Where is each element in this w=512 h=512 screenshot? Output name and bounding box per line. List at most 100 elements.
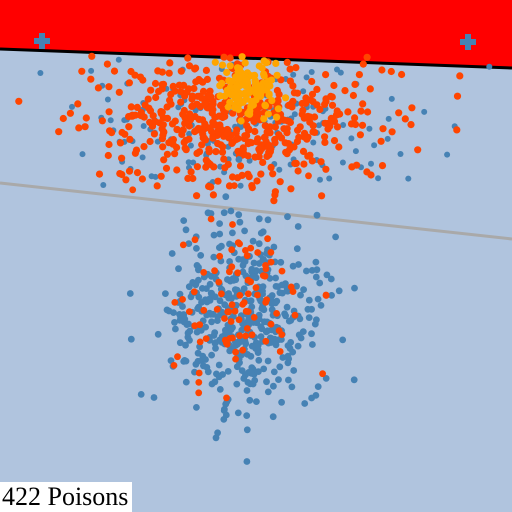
poison-particle <box>407 121 415 129</box>
poison-particle <box>254 291 261 299</box>
poison-particle <box>185 62 194 70</box>
poison-particle <box>363 53 371 61</box>
poison-particle <box>262 337 270 345</box>
poison-particle <box>255 145 263 153</box>
food-particle <box>269 413 277 421</box>
poison-particle <box>292 64 300 72</box>
poison-particle <box>126 135 134 143</box>
poison-particle <box>263 152 271 160</box>
poison-particle <box>221 164 229 172</box>
poison-particle <box>220 155 228 163</box>
food-particle <box>170 309 177 316</box>
food-particle <box>37 70 44 76</box>
poison-particle <box>395 109 403 117</box>
poison-particle <box>216 252 224 260</box>
food-particle <box>263 378 270 386</box>
poison-particle <box>317 158 325 166</box>
food-particle <box>312 273 320 281</box>
food-particle <box>257 323 265 331</box>
food-particle <box>235 211 243 219</box>
food-particle <box>212 344 219 352</box>
core-particle <box>260 70 268 78</box>
poison-particle <box>232 348 240 356</box>
poison-particle <box>313 85 321 93</box>
food-particle <box>162 290 169 297</box>
poison-particle <box>270 197 278 205</box>
poison-particle <box>223 339 230 347</box>
poison-particle <box>104 151 112 160</box>
food-particle <box>309 341 316 348</box>
poison-particle <box>285 117 293 126</box>
food-particle <box>226 258 234 265</box>
core-particle <box>264 110 272 118</box>
poison-particle <box>127 103 135 111</box>
poison-particle <box>209 134 217 142</box>
food-particle <box>283 303 291 311</box>
poison-particle <box>359 60 367 68</box>
food-particle <box>182 226 190 234</box>
poison-particle <box>179 241 187 249</box>
core-particle <box>216 82 224 90</box>
food-particle <box>255 356 263 364</box>
poison-particle <box>199 87 208 95</box>
poison-particle <box>218 290 225 298</box>
food-particle <box>240 285 248 292</box>
poison-particle <box>233 126 241 134</box>
plus-icon[interactable] <box>34 33 50 49</box>
poison-particle <box>201 120 209 128</box>
food-particle <box>328 292 335 299</box>
food-particle <box>322 375 330 382</box>
poison-particle <box>240 299 248 306</box>
food-particle <box>284 359 292 367</box>
core-particle <box>282 94 290 102</box>
poison-particle <box>171 150 179 158</box>
poison-particle <box>184 54 192 62</box>
food-particle <box>220 209 228 217</box>
poison-particle <box>66 109 74 117</box>
food-particle <box>278 398 285 406</box>
poison-particle <box>217 101 225 109</box>
core-particle <box>265 91 273 99</box>
food-particle <box>88 67 95 74</box>
food-particle <box>185 159 192 166</box>
food-particle <box>233 380 241 388</box>
poison-particle <box>356 131 364 139</box>
core-particle <box>237 117 245 125</box>
food-particle <box>348 135 355 142</box>
poison-particle <box>160 156 168 164</box>
food-particle <box>375 175 382 182</box>
food-particle <box>339 336 347 344</box>
poison-particle <box>116 139 125 147</box>
poison-particle <box>206 92 214 100</box>
food-particle <box>296 315 304 323</box>
poison-particle <box>244 152 252 160</box>
food-particle <box>195 276 202 284</box>
poison-particle <box>254 135 262 143</box>
poison-particle <box>179 126 187 134</box>
poison-particle <box>75 124 83 132</box>
poison-particle <box>229 109 237 117</box>
food-particle <box>279 289 286 297</box>
poison-particle <box>286 65 294 73</box>
food-particle <box>339 159 346 166</box>
food-particle <box>175 265 182 273</box>
food-particle <box>226 240 233 248</box>
poison-particle <box>190 84 198 93</box>
poison-particle <box>254 249 262 256</box>
poison-particle <box>453 126 461 134</box>
poison-particle <box>157 108 165 116</box>
poison-particle <box>144 95 152 103</box>
poison-particle <box>348 163 356 171</box>
food-particle <box>200 362 207 370</box>
poison-particle <box>189 174 197 183</box>
food-particle <box>397 151 404 157</box>
food-particle <box>335 287 343 295</box>
plus-icon[interactable] <box>460 34 476 50</box>
food-particle <box>239 256 247 264</box>
poison-particle <box>88 52 96 60</box>
poison-particle <box>283 58 291 66</box>
poison-particle <box>287 283 295 291</box>
poison-particle <box>285 146 294 154</box>
poison-particle <box>159 143 167 151</box>
